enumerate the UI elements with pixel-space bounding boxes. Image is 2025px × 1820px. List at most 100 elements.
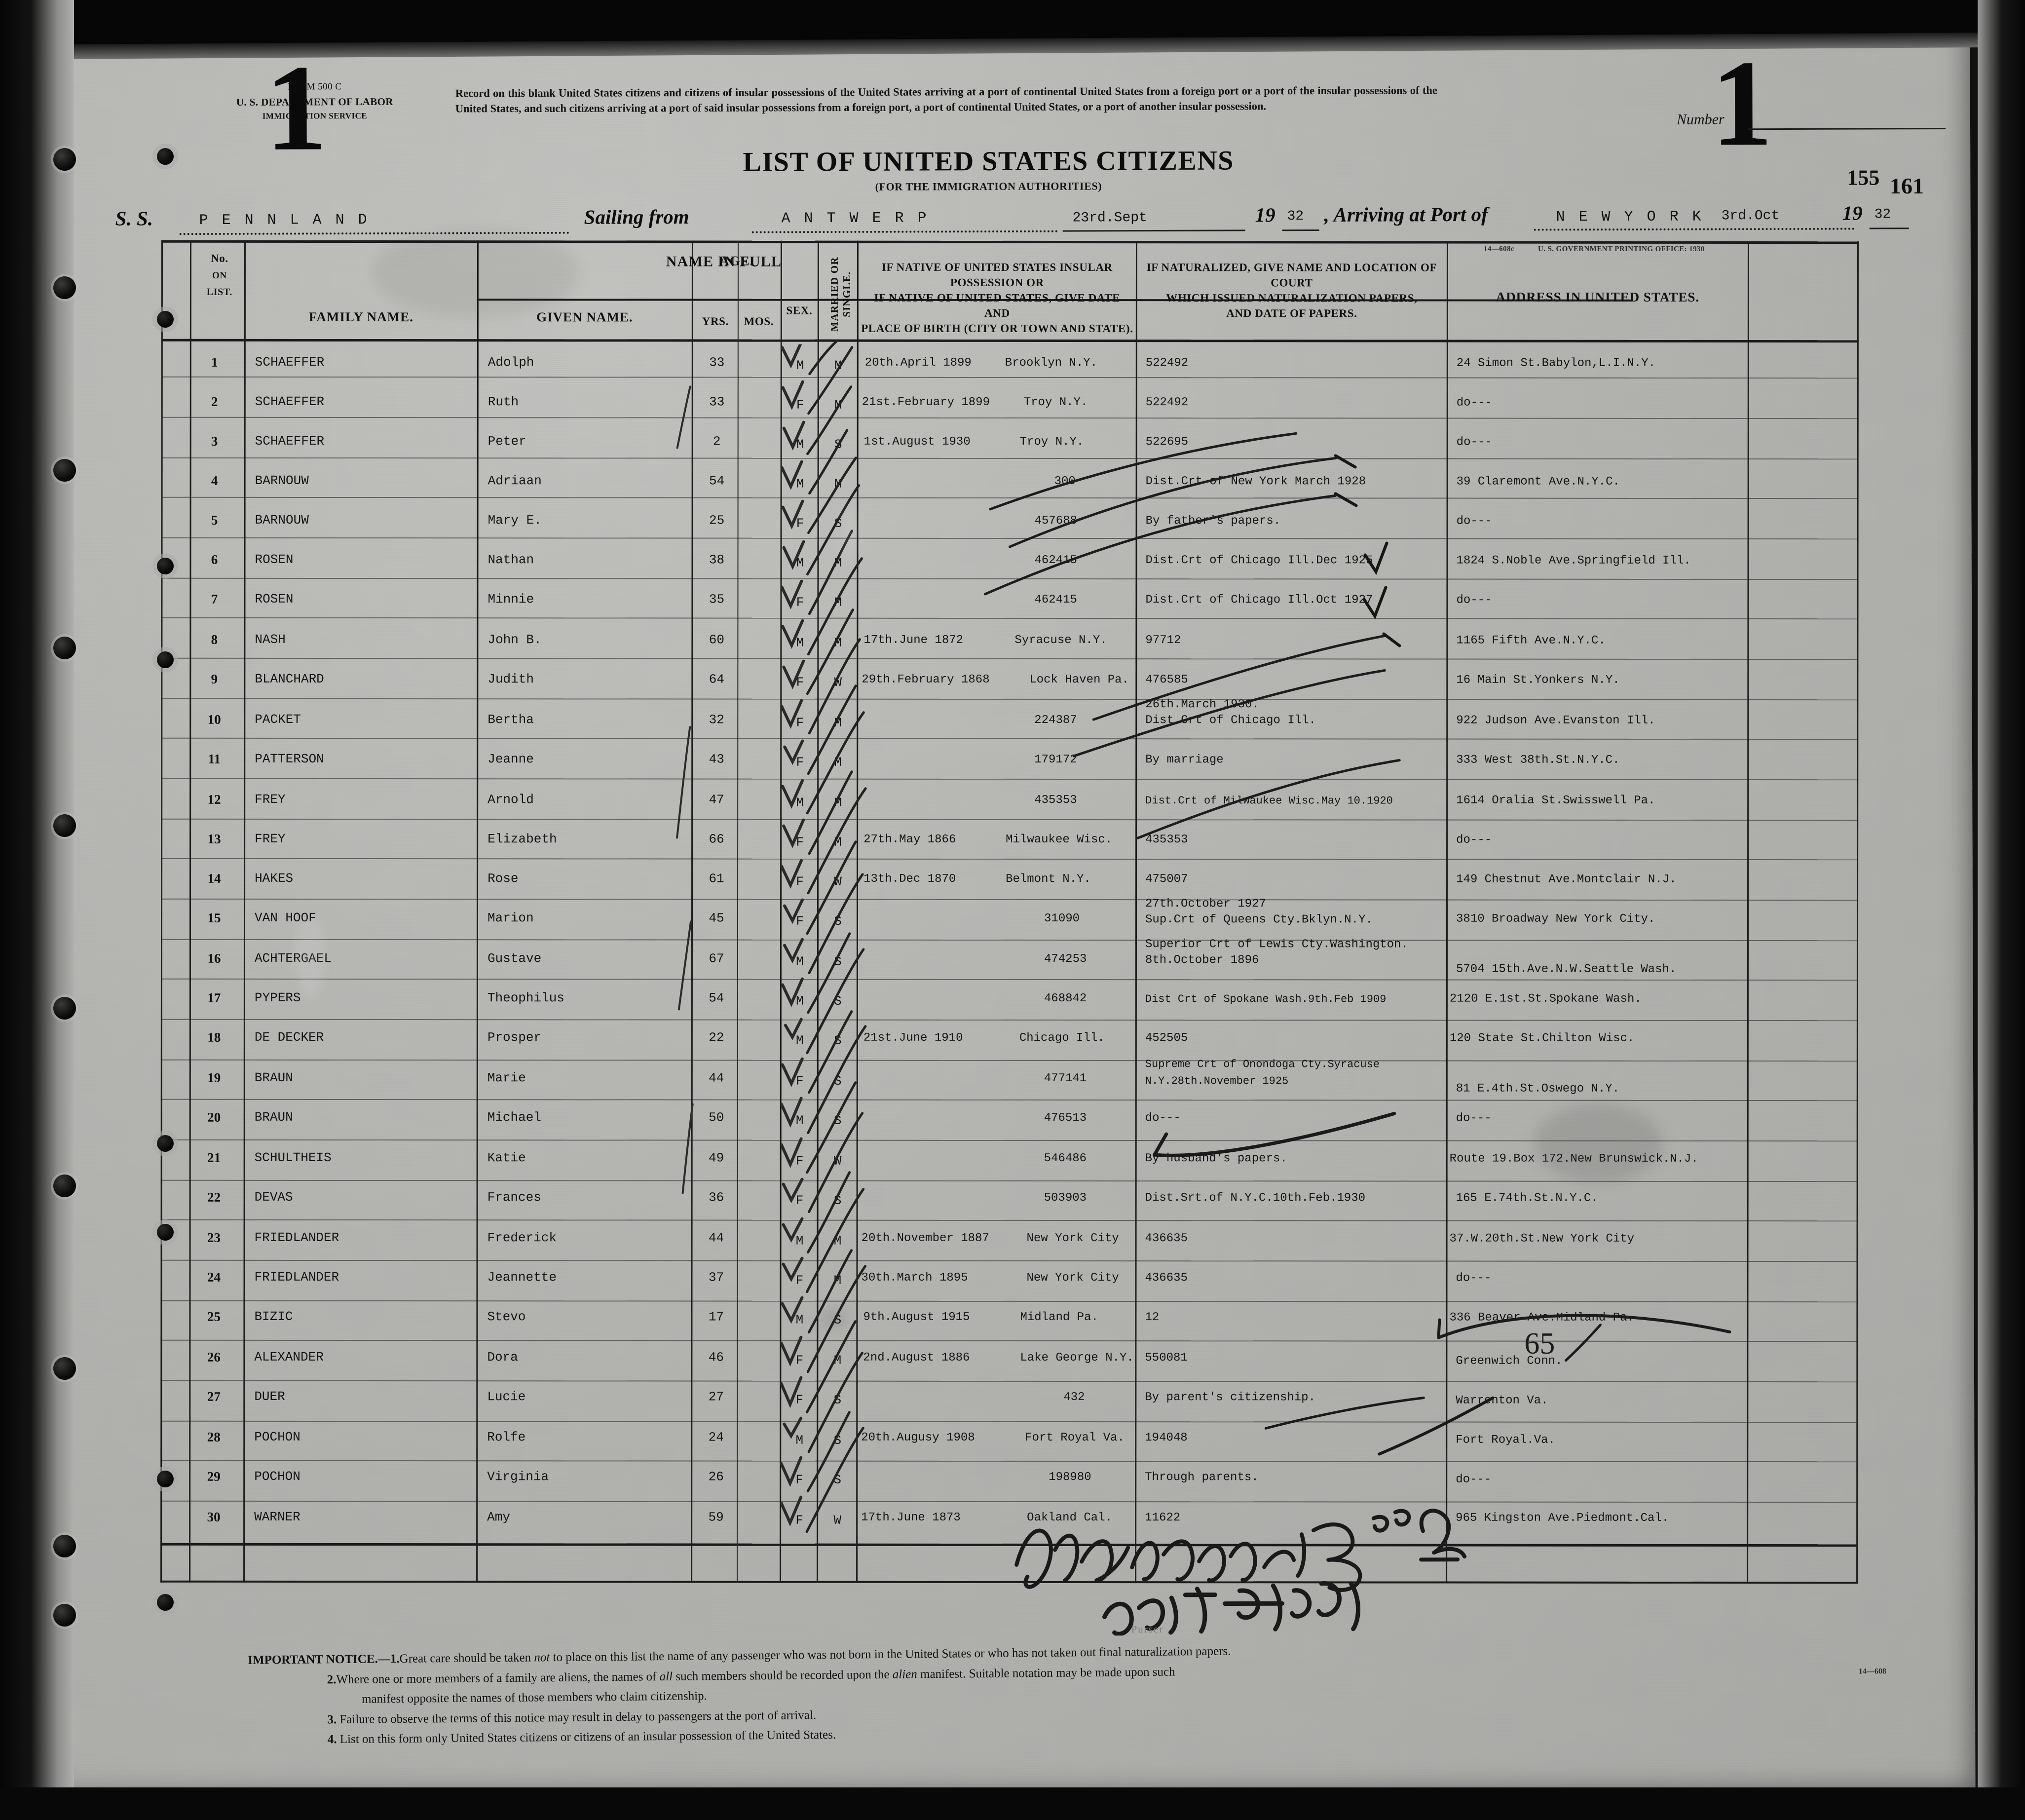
birth-place-cell: 198980 — [1049, 1470, 1091, 1484]
age-years-cell: 24 — [708, 1430, 724, 1445]
birth-place-cell: 477141 — [1044, 1071, 1087, 1086]
given-name-cell: Marie — [487, 1070, 526, 1086]
row-number: 22 — [207, 1189, 221, 1205]
table-body-bottom — [160, 1543, 1858, 1547]
family-name-cell: WARNER — [254, 1509, 300, 1524]
stamped-form-number-right: 1 — [1711, 35, 1773, 172]
footer-form-code: 14—608 — [1858, 1667, 1886, 1676]
punch-hole-inner — [157, 1471, 174, 1487]
given-name-cell: Ruth — [488, 394, 519, 410]
given-name-cell: Jeanne — [488, 752, 534, 767]
stamped-form-number-left: 1 — [265, 39, 328, 177]
notice-heading: IMPORTANT NOTICE.— — [248, 1652, 390, 1667]
row-number: 26 — [207, 1349, 221, 1365]
notice-item2-emph1: all — [659, 1669, 673, 1683]
family-name-cell: PACKET — [255, 712, 301, 727]
sex-cell: F — [796, 516, 804, 531]
row-number: 16 — [207, 950, 221, 966]
birth-place-cell: Belmont N.Y. — [1006, 872, 1091, 886]
arriving-at-port-label: , Arriving at Port of — [1324, 202, 1488, 226]
table-bottom-border — [160, 1580, 1858, 1584]
notice-item2-b: such members should be recorded upon the — [672, 1668, 893, 1683]
birth-date-cell: 17th.June 1872 — [863, 633, 964, 647]
naturalization-cell-line2: N.Y.28th.November 1925 — [1145, 1075, 1289, 1088]
printing-office-text: U. S. GOVERNMENT PRINTING OFFICE: 1930 — [1538, 245, 1705, 253]
row-number: 6 — [211, 552, 218, 567]
naturalization-cell: Superior Crt of Lewis Cty.Washington. — [1145, 938, 1408, 951]
departure-port-value: A N T W E R P — [781, 210, 929, 228]
age-years-cell: 37 — [708, 1270, 724, 1285]
family-name-cell: SCHAEFFER — [255, 354, 325, 370]
punch-hole — [53, 148, 76, 171]
sex-cell: F — [796, 874, 804, 889]
family-name-cell: ROSEN — [255, 552, 294, 567]
sex-cell: M — [795, 1433, 804, 1448]
birth-place-cell: 468842 — [1044, 991, 1087, 1006]
age-years-cell: 47 — [709, 792, 724, 807]
naturalization-cell: 522492 — [1145, 396, 1189, 410]
sex-cell: M — [795, 1233, 804, 1249]
arrival-year-value: 32 — [1874, 207, 1891, 223]
row-number: 25 — [207, 1309, 221, 1324]
address-cell: 120 State St.Chilton Wisc. — [1449, 1031, 1635, 1045]
naturalization-cell: Dist.Srt.of N.Y.C.10th.Feb.1930 — [1145, 1191, 1366, 1205]
address-cell: 965 Kingston Ave.Piedmont.Cal. — [1456, 1511, 1669, 1525]
punch-hole-inner — [157, 311, 174, 328]
birth-date-cell: 30th.March 1895 — [861, 1271, 968, 1285]
header-married-or-single: MARRIED OR SINGLE. — [828, 256, 853, 332]
given-name-cell: Gustave — [487, 951, 542, 966]
sex-cell: M — [796, 993, 804, 1009]
sex-cell: F — [796, 913, 804, 929]
birth-place-cell: 224387 — [1034, 713, 1077, 727]
marital-status-cell: S — [834, 993, 842, 1009]
family-name-cell: HAKES — [255, 871, 294, 886]
birth-date-cell: 29th.February 1868 — [862, 673, 990, 686]
birth-place-cell: Brooklyn N.Y. — [1005, 356, 1098, 370]
given-name-cell: Marion — [488, 910, 534, 926]
row-number: 14 — [207, 871, 221, 886]
given-name-cell: Adolph — [488, 355, 534, 370]
birth-place-cell: 179172 — [1034, 753, 1077, 767]
film-border-right — [1978, 0, 2025, 1820]
age-years-cell: 61 — [709, 871, 724, 886]
row-number: 20 — [207, 1109, 221, 1125]
given-name-cell: Michael — [487, 1110, 541, 1125]
birth-place-cell: Lock Haven Pa. — [1029, 673, 1129, 687]
sex-cell: F — [795, 1153, 804, 1169]
row-number: 28 — [207, 1429, 221, 1444]
age-years-cell: 44 — [708, 1230, 724, 1246]
notice-item3-text: Failure to observe the terms of this not… — [339, 1708, 817, 1726]
address-cell: do--- — [1456, 514, 1492, 528]
address-cell: 165 E.74th.St.N.Y.C. — [1456, 1191, 1598, 1205]
age-years-cell: 33 — [709, 355, 725, 370]
address-cell: 39 Claremont Ave.N.Y.C. — [1456, 475, 1620, 489]
address-cell: do--- — [1456, 1271, 1492, 1285]
sex-cell: M — [796, 954, 804, 969]
address-cell: 149 Chestnut Ave.Montclair N.J. — [1456, 872, 1677, 886]
age-years-cell: 49 — [709, 1150, 724, 1166]
birth-date-cell: 21st.June 1910 — [863, 1031, 963, 1045]
address-cell: 37.W.20th.St.New York City — [1449, 1232, 1635, 1246]
given-name-cell: Nathan — [488, 552, 534, 568]
row-number: 1 — [211, 354, 218, 370]
age-years-cell: 44 — [709, 1070, 724, 1086]
given-name-cell: Rose — [488, 871, 519, 886]
birth-date-cell: 9th.August 1915 — [863, 1310, 970, 1324]
row-number: 2 — [211, 394, 218, 409]
sex-cell: F — [796, 397, 804, 413]
frame-number: 161 — [1890, 173, 1924, 198]
address-cell: do--- — [1456, 396, 1492, 410]
family-name-cell: BARNOUW — [255, 473, 309, 488]
notice-item1-b: to place on this list the name of any pa… — [550, 1644, 1231, 1665]
address-cell: 1614 Oralia St.Swisswell Pa. — [1456, 794, 1655, 807]
marital-status-cell: M — [834, 795, 842, 810]
given-name-cell: Frederick — [487, 1230, 557, 1246]
notice-item4-text: List on this form only United States cit… — [339, 1728, 836, 1746]
age-years-cell: 59 — [708, 1510, 724, 1525]
punch-hole-inner — [157, 1594, 174, 1611]
voyage-line: S. S. P E N N L A N D Sailing from A N T… — [26, 192, 1970, 242]
row-number: 27 — [207, 1389, 221, 1404]
marital-status-cell: W — [833, 1513, 841, 1528]
birth-place-cell: 300 — [1054, 475, 1076, 489]
sex-cell: F — [795, 1193, 804, 1208]
